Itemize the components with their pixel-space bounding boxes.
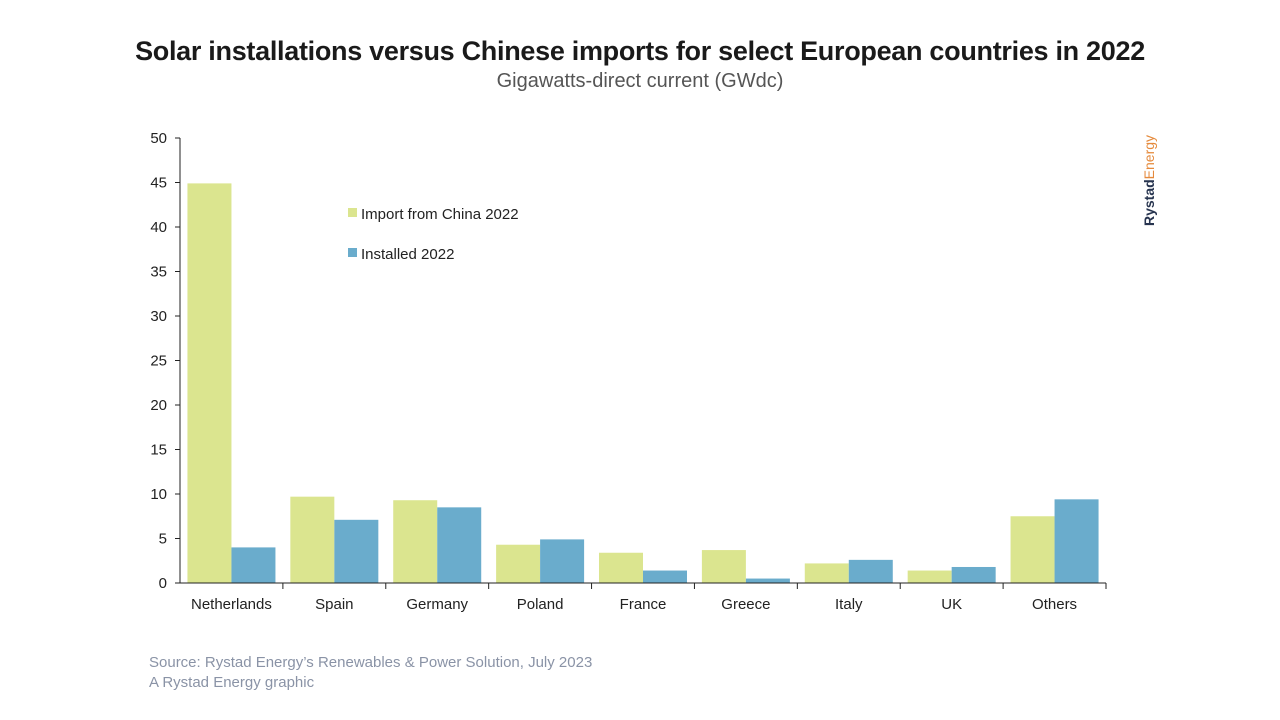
x-tick-label: Netherlands [191, 596, 272, 613]
bar-installed [334, 519, 379, 583]
legend-swatch-installed [348, 248, 357, 257]
bar-import [804, 563, 849, 583]
bar-import [187, 183, 232, 583]
bar-import [1010, 516, 1055, 583]
chart-subtitle: Gigawatts-direct current (GWdc) [496, 70, 784, 92]
chart-title: Solar installations versus Chinese impor… [135, 36, 1145, 66]
legend-label: Import from China 2022 [361, 206, 519, 223]
bar-import [701, 550, 746, 583]
credit-line: A Rystad Energy graphic [149, 674, 315, 691]
bar-installed [643, 570, 687, 583]
y-tick-label: 35 [150, 264, 167, 281]
legend-label: Installed 2022 [361, 246, 454, 263]
y-tick-label: 40 [150, 219, 167, 236]
x-tick-label: Germany [406, 596, 468, 613]
x-tick-label: Spain [315, 596, 353, 613]
bar-installed [437, 507, 482, 583]
x-tick-label: Others [1032, 596, 1077, 613]
y-tick-label: 20 [150, 397, 167, 414]
bar-import [393, 500, 438, 583]
bar-import [290, 496, 335, 583]
bar-installed [540, 539, 585, 583]
y-tick-label: 45 [150, 175, 167, 192]
y-tick-label: 50 [150, 130, 167, 147]
bar-installed [231, 547, 276, 583]
x-tick-label: Poland [517, 596, 564, 613]
x-tick-label: UK [941, 596, 962, 613]
y-tick-label: 30 [150, 308, 167, 325]
source-line: Source: Rystad Energy’s Renewables & Pow… [149, 654, 593, 671]
x-tick-label: Greece [721, 596, 770, 613]
bar-installed [848, 559, 893, 583]
y-tick-label: 10 [150, 486, 167, 503]
y-tick-label: 0 [159, 575, 167, 592]
bar-import [496, 544, 541, 583]
y-tick-label: 25 [150, 353, 167, 370]
y-tick-label: 15 [150, 442, 167, 459]
bar-installed [951, 566, 996, 583]
rystad-logo: RystadEnergy [1138, 122, 1162, 226]
source-note: Source: Rystad Energy’s Renewables & Pow… [149, 653, 592, 693]
bar-import [907, 570, 952, 583]
brand-part1: Rystad [1141, 179, 1157, 226]
bar-installed [1054, 499, 1099, 583]
x-tick-label: Italy [835, 596, 863, 613]
bar-import [599, 552, 643, 583]
x-tick-label: France [620, 596, 667, 613]
brand-part2: Energy [1141, 134, 1157, 180]
legend-swatch-import [348, 208, 357, 217]
y-tick-label: 5 [159, 531, 167, 548]
bar-installed [745, 578, 790, 583]
